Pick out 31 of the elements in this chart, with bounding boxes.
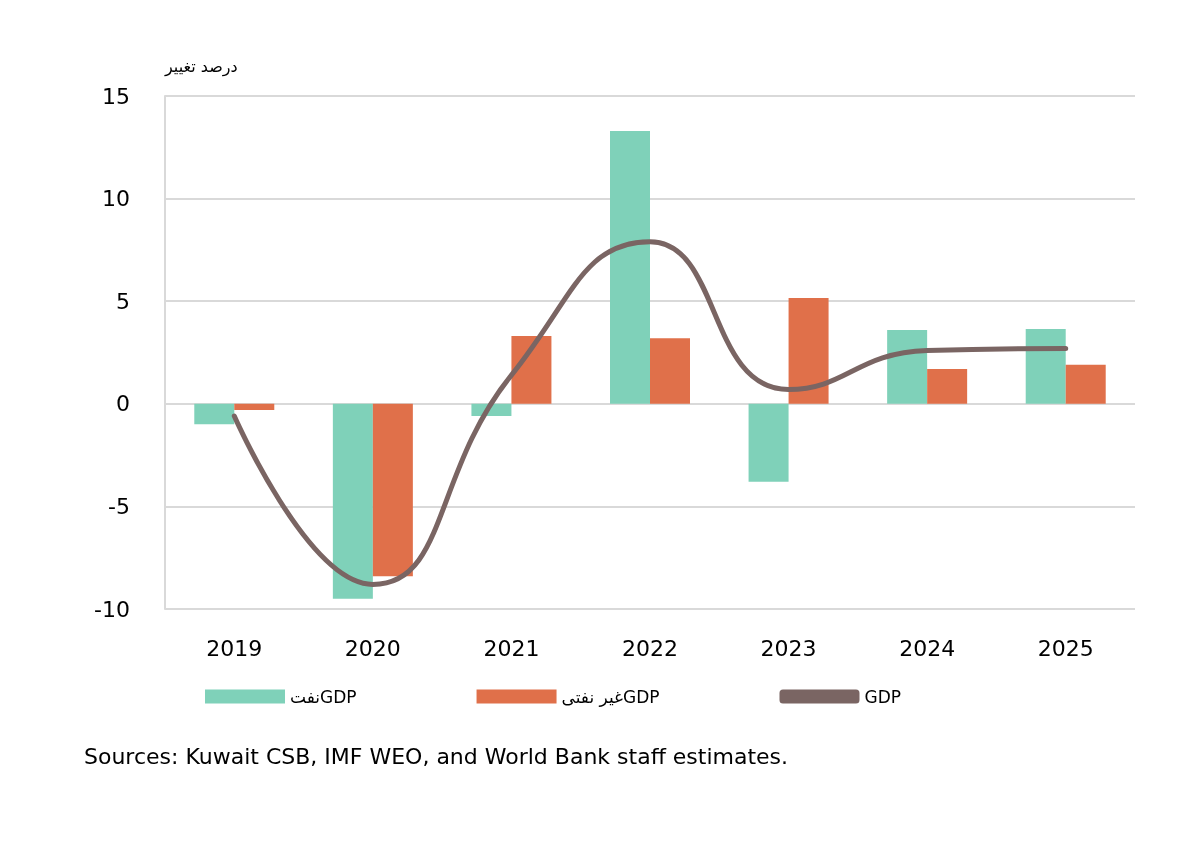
y-tick-label: 5 [116, 288, 130, 314]
y-tick-label: 10 [102, 186, 130, 212]
x-tick-label: 2022 [622, 635, 678, 661]
bar [234, 403, 275, 410]
bar [1065, 364, 1106, 404]
legend-label: نفتGDP [290, 686, 357, 707]
bar [610, 130, 650, 404]
y-tick-label: 0 [116, 391, 130, 417]
bar [927, 368, 968, 404]
x-tick-label: 2023 [760, 635, 817, 661]
x-tick-label: 2024 [899, 635, 956, 661]
y-tick-label: -5 [108, 493, 130, 519]
source-note: Sources: Kuwait CSB, IMF WEO, and World Bank staff estimates. [84, 743, 789, 769]
legend-label: GDP [864, 686, 901, 707]
bar [511, 336, 552, 404]
x-tick-label: 2019 [206, 635, 263, 661]
bar [372, 403, 413, 577]
legend-label: غیر نفتیGDP [561, 686, 660, 707]
bar [887, 329, 928, 404]
x-tick-label: 2020 [344, 635, 401, 661]
bar [788, 298, 829, 404]
bar [748, 403, 789, 482]
y-tick-label: 15 [102, 83, 130, 109]
x-tick-label: 2025 [1037, 635, 1094, 661]
x-tick-label: 2021 [483, 635, 540, 661]
bar [194, 403, 235, 425]
y-tick-label: -10 [94, 596, 130, 622]
bar [332, 403, 373, 599]
bar [650, 338, 690, 404]
bar [1025, 328, 1066, 404]
y-axis-title: درصد تغییر [164, 56, 238, 77]
